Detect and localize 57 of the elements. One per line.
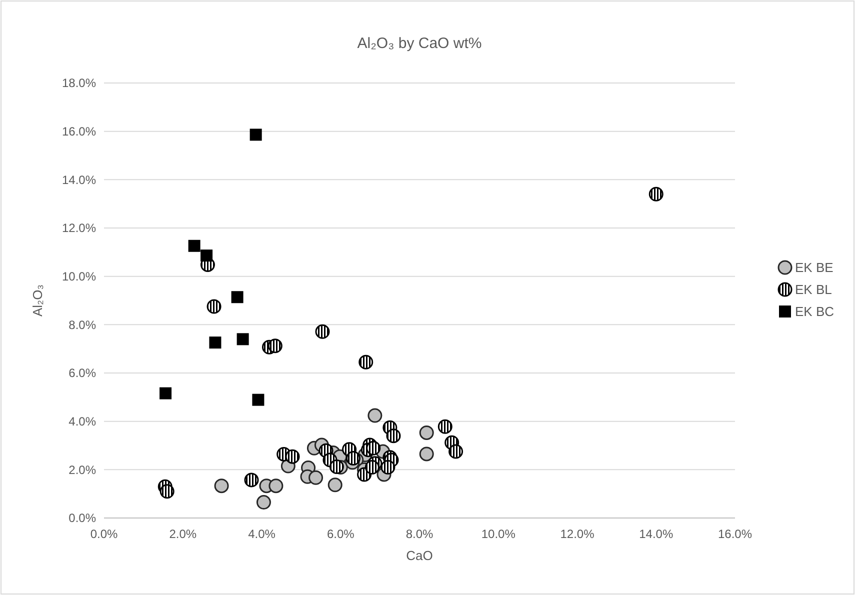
y-tick-label: 12.0% [62, 221, 96, 236]
y-tick-label: 8.0% [68, 318, 96, 332]
x-tick-label: 14.0% [639, 527, 674, 541]
point [308, 470, 324, 485]
point [328, 478, 342, 492]
point [214, 478, 229, 494]
y-tick-label: 0.0% [68, 511, 96, 526]
x-tick-label: 2.0% [169, 527, 197, 541]
x-tick-label: 8.0% [406, 527, 434, 541]
point [268, 478, 284, 494]
y-tick-label: 14.0% [62, 172, 96, 187]
legend-label: EK BE [795, 260, 834, 276]
point [206, 299, 222, 314]
point [380, 460, 396, 474]
y-tick-label: 18.0% [62, 76, 96, 90]
y-tick-label: 10.0% [62, 270, 96, 284]
point [364, 460, 380, 474]
legend-label: EK BL [795, 282, 832, 298]
point [386, 428, 401, 444]
x-tick-label: 6.0% [326, 527, 355, 541]
point [346, 451, 360, 466]
point [329, 460, 344, 474]
point [244, 472, 259, 488]
point [419, 446, 434, 462]
point [358, 354, 374, 370]
point [160, 387, 172, 400]
y-tick-label: 6.0% [68, 366, 96, 380]
point [200, 250, 213, 262]
point [250, 128, 262, 141]
x-tick-label: 4.0% [248, 527, 276, 541]
point [285, 449, 300, 464]
point [315, 324, 330, 339]
y-tick-label: 4.0% [68, 414, 96, 429]
point [448, 444, 464, 459]
y-tick-label: 16.0% [62, 124, 96, 139]
y-axis-title: Al₂O₃ [30, 284, 45, 317]
point [438, 419, 452, 434]
point [209, 336, 222, 349]
x-tick-label: 12.0% [560, 527, 595, 541]
point [648, 186, 664, 202]
y-tick-label: 2.0% [68, 462, 96, 477]
point [256, 495, 271, 510]
point [231, 291, 244, 304]
point [188, 240, 200, 252]
legend-label: EK BC [795, 304, 834, 320]
x-axis-title: CaO [406, 548, 433, 563]
point [236, 333, 249, 346]
x-tick-label: 16.0% [718, 527, 752, 541]
point [268, 338, 282, 354]
point [252, 394, 264, 406]
point [366, 440, 381, 456]
x-tick-label: 0.0% [90, 527, 118, 541]
chart-title: Al₂O₃ by CaO wt% [357, 35, 482, 52]
point [419, 425, 434, 440]
x-tick-label: 10.0% [481, 527, 516, 541]
point [368, 408, 382, 423]
point [160, 484, 174, 499]
